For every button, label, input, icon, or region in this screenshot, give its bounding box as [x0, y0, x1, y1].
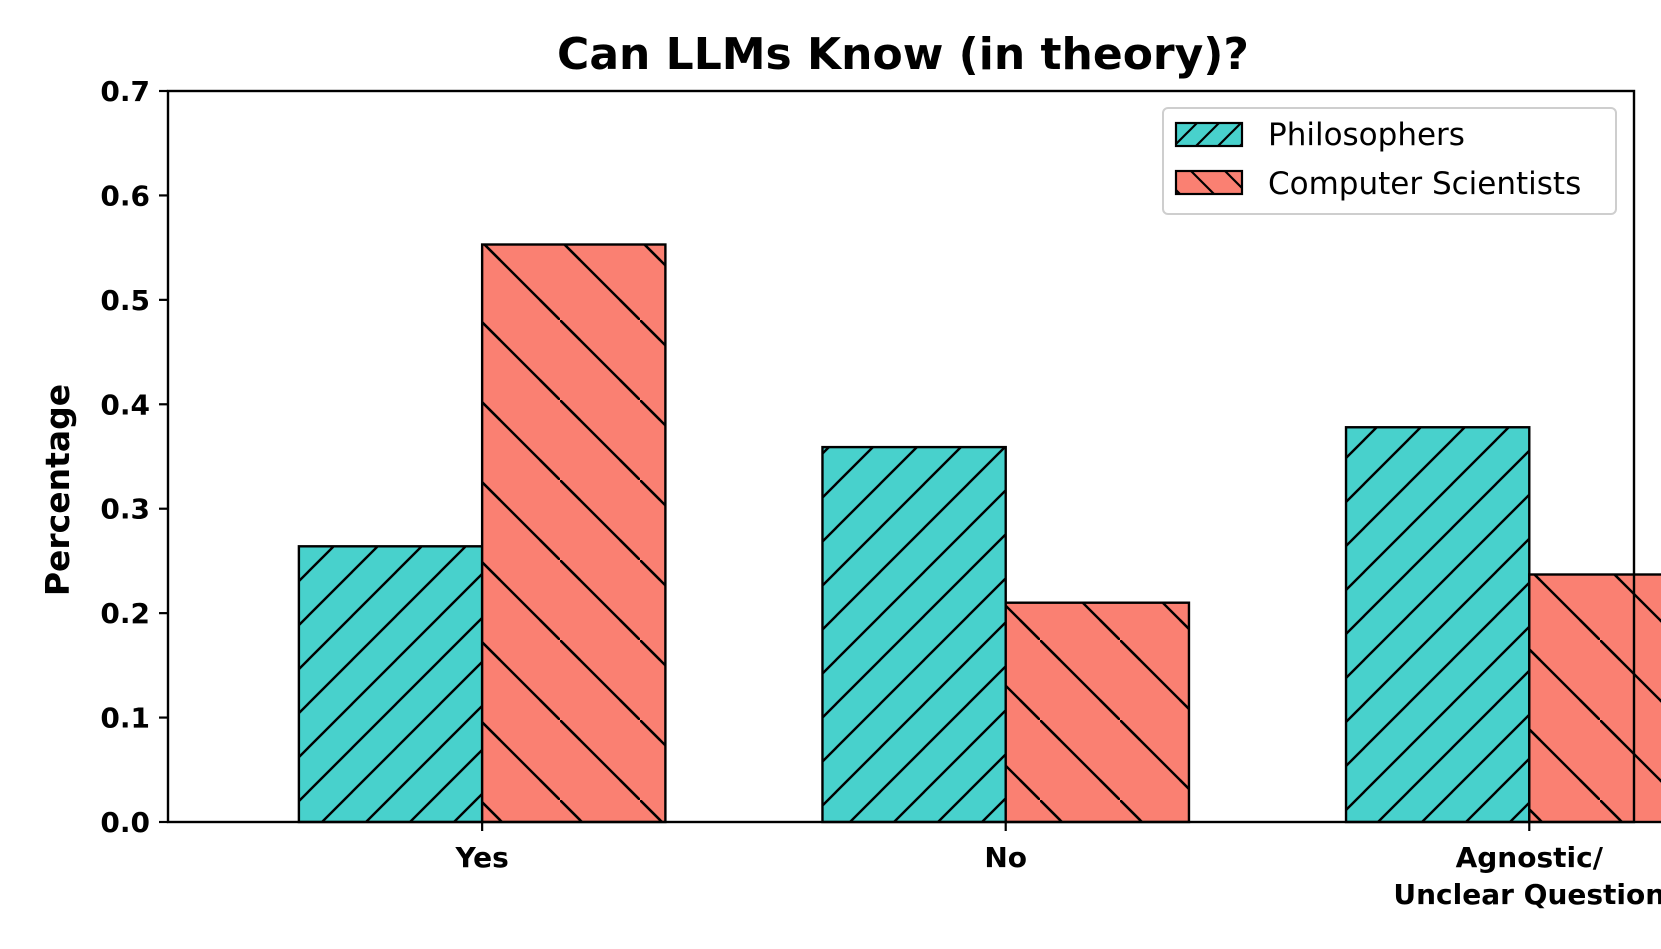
x-tick-label-no: No	[984, 841, 1027, 874]
bar-philosophers-no-hatch	[821, 445, 1007, 824]
bar-philosophers-agnostic-unclear-question-hatch	[1344, 426, 1531, 824]
bar-computer-scientists-agnostic-unclear-question-hatch	[1528, 573, 1661, 824]
y-axis: 0.0 0.1 0.2 0.3 0.4 0.5 0.6 0.7	[100, 75, 168, 839]
y-tick-label: 0.0	[100, 806, 150, 839]
plot-frame	[166, 89, 1636, 824]
y-axis-label: Percentage	[38, 384, 77, 596]
legend: Philosophers Computer Scientists	[1162, 107, 1617, 215]
bar-computer-scientists-no	[1004, 601, 1191, 824]
legend-swatch-philosophers-hatch	[1176, 123, 1242, 146]
bar-computer-scientists-agnostic-unclear-question	[1528, 573, 1661, 824]
y-tick-label: 0.4	[100, 388, 150, 421]
bar-philosophers-no	[821, 445, 1007, 824]
y-tick-label: 0.5	[100, 284, 150, 317]
bar-philosophers-yes-hatch	[297, 545, 484, 824]
bar-philosophers-agnostic-unclear-question	[1344, 426, 1531, 824]
x-axis: Yes No Agnostic/Unclear Question	[454, 822, 1661, 911]
legend-label-philosophers: Philosophers	[1268, 117, 1465, 153]
y-tick-label: 0.3	[100, 493, 150, 526]
legend-item-computer-scientists: Computer Scientists	[1174, 166, 1581, 202]
legend-item-philosophers: Philosophers	[1174, 117, 1465, 153]
bar-philosophers-yes	[297, 545, 484, 824]
y-tick-label: 0.1	[100, 702, 150, 735]
legend-frame	[1162, 107, 1617, 215]
bar-computer-scientists-yes	[480, 243, 667, 824]
y-tick-label: 0.2	[100, 597, 150, 630]
x-tick-label-yes: Yes	[454, 841, 508, 874]
y-tick-label: 0.6	[100, 179, 150, 212]
bar-computer-scientists-no-hatch	[1004, 601, 1191, 824]
bar-computer-scientists-yes-hatch	[480, 243, 667, 824]
chart-title: Can LLMs Know (in theory)?	[557, 29, 1249, 80]
legend-swatch-computer-scientists-hatch	[1176, 171, 1242, 194]
x-tick-label-agnostic-unclear-question: Agnostic/Unclear Question	[1393, 841, 1661, 911]
legend-label-computer-scientists: Computer Scientists	[1268, 166, 1581, 202]
bars-group	[297, 243, 1661, 824]
y-tick-label: 0.7	[100, 75, 150, 108]
